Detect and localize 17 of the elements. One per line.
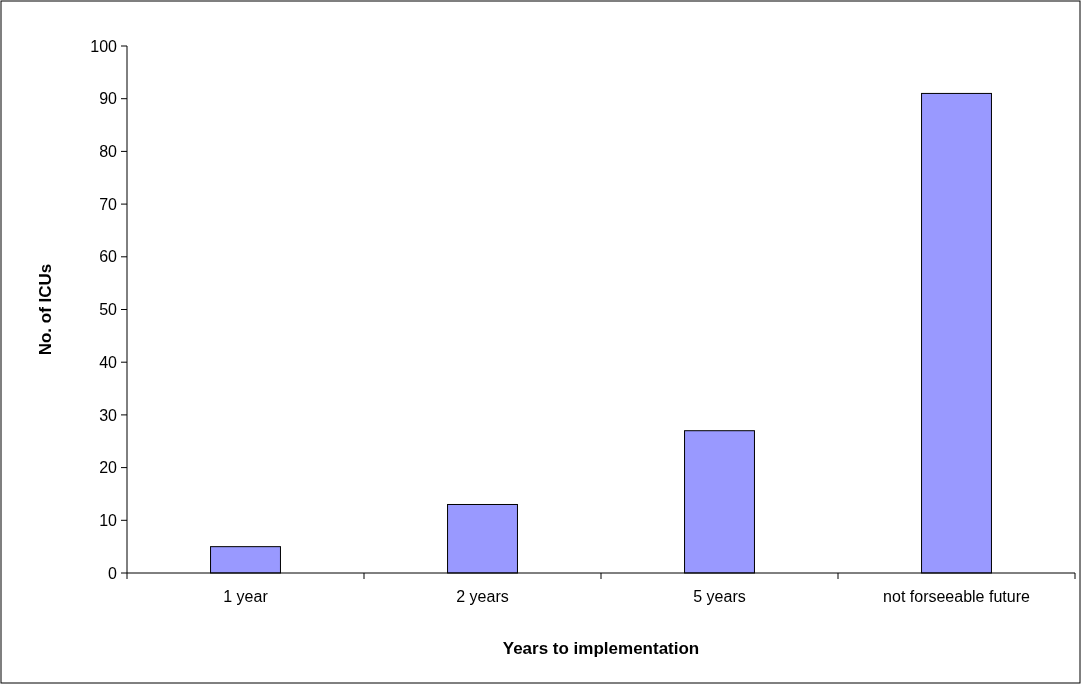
x-tick-label: 5 years [693, 588, 746, 605]
x-tick-label: 1 year [223, 588, 269, 605]
x-axis-title: Years to implementation [502, 639, 700, 658]
y-tick-label: 100 [90, 37, 118, 55]
y-tick-label: 90 [99, 90, 118, 108]
y-tick-label: 0 [108, 564, 118, 582]
y-tick-label: 60 [99, 248, 118, 266]
y-tick-label: 20 [99, 459, 118, 477]
y-tick-label: 40 [99, 353, 118, 371]
x-tick-label: 2 years [456, 588, 509, 605]
y-axis-title: No. of ICUs [36, 263, 55, 356]
y-tick-label: 80 [99, 143, 118, 160]
y-tick-label: 10 [99, 511, 118, 529]
y-tick-label: 30 [99, 406, 118, 424]
y-tick-label: 50 [99, 301, 118, 319]
x-tick-label: not forseeable future [883, 588, 1030, 605]
y-tick-label: 70 [99, 195, 118, 213]
